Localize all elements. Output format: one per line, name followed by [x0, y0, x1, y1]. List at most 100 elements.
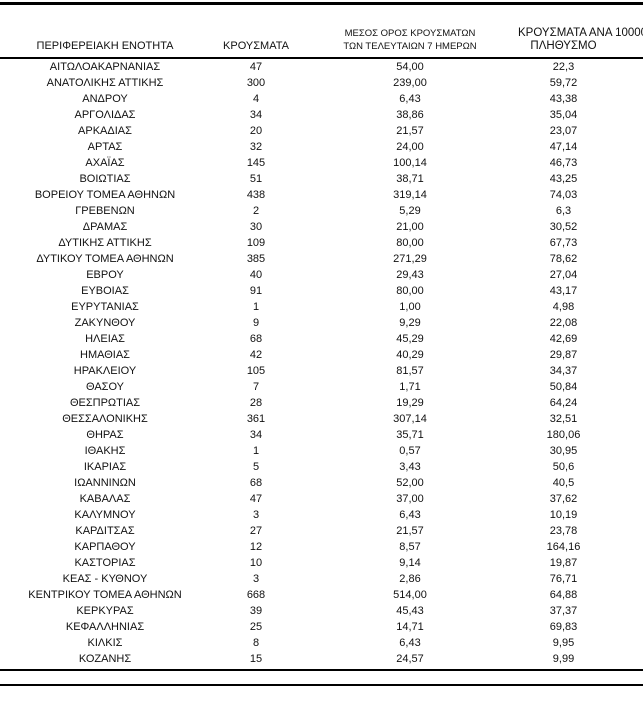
cases-cell: 668 — [246, 589, 266, 601]
region-cell: ΗΜΑΘΙΑΣ — [80, 349, 130, 361]
region-cell: ΑΙΤΩΛΟΑΚΑΡΝΑΝΙΑΣ — [49, 61, 161, 73]
column-header-avg-7-days-line2: ΤΩΝ ΤΕΛΕΥΤΑΙΩΝ 7 ΗΜΕΡΩΝ — [343, 40, 477, 52]
cases-cell: 109 — [246, 237, 266, 249]
per-100000-cell: 30,95 — [549, 445, 578, 457]
region-cell: ΔΡΑΜΑΣ — [82, 221, 128, 233]
region-cell: ΚΙΛΚΙΣ — [87, 637, 123, 649]
table-row: ΚΑΒΑΛΑΣ 47 37,00 37,62 — [0, 491, 643, 507]
region-cell: ΘΗΡΑΣ — [86, 429, 124, 441]
per-100000-cell: 50,6 — [552, 461, 575, 473]
cases-cell: 32 — [249, 141, 263, 153]
bottom-rule-2 — [0, 684, 643, 686]
region-cell: ΕΥΡΥΤΑΝΙΑΣ — [71, 301, 139, 313]
region-cell: ΔΥΤΙΚΟΥ ΤΟΜΕΑ ΑΘΗΝΩΝ — [36, 253, 174, 265]
column-header-cases-per-100000-line1: ΚΡΟΥΣΜΑΤΑ ΑΝΑ 100000 — [518, 27, 643, 39]
cases-cell: 385 — [246, 253, 266, 265]
per-100000-cell: 23,78 — [549, 525, 578, 537]
table-row: ΕΥΒΟΙΑΣ 91 80,00 43,17 — [0, 283, 643, 299]
table-row: ΕΥΡΥΤΑΝΙΑΣ 1 1,00 4,98 — [0, 299, 643, 315]
table-row: ΖΑΚΥΝΘΟΥ 9 9,29 22,08 — [0, 315, 643, 331]
region-cell: ΚΕΝΤΡΙΚΟΥ ΤΟΜΕΑ ΑΘΗΝΩΝ — [28, 589, 182, 601]
cases-cell: 3 — [252, 573, 260, 585]
region-cell: ΑΡΓΟΛΙΔΑΣ — [74, 109, 136, 121]
avg-7-days-cell: 45,29 — [396, 333, 424, 345]
table-row: ΚΟΖΑΝΗΣ 15 24,57 9,99 — [0, 651, 643, 667]
cases-cell: 34 — [249, 429, 263, 441]
avg-7-days-cell: 1,00 — [399, 301, 421, 313]
per-100000-cell: 10,19 — [549, 509, 578, 521]
cases-cell: 4 — [252, 93, 260, 105]
avg-7-days-cell: 80,00 — [396, 285, 424, 297]
per-100000-cell: 32,51 — [549, 413, 578, 425]
region-cell: ΒΟΡΕΙΟΥ ΤΟΜΕΑ ΑΘΗΝΩΝ — [34, 189, 176, 201]
avg-7-days-cell: 52,00 — [396, 477, 424, 489]
avg-7-days-cell: 271,29 — [393, 253, 427, 265]
region-cell: ΑΡΚΑΔΙΑΣ — [78, 125, 132, 137]
table-row: ΚΑΡΠΑΘΟΥ 12 8,57 164,16 — [0, 539, 643, 555]
region-cell: ΙΘΑΚΗΣ — [84, 445, 126, 457]
column-header-regional-unit: ΠΕΡΙΦΕΡΕΙΑΚΗ ΕΝΟΤΗΤΑ — [0, 40, 210, 56]
region-cell: ΚΑΛΥΜΝΟΥ — [74, 509, 136, 521]
cases-cell: 438 — [246, 189, 266, 201]
avg-7-days-cell: 100,14 — [393, 157, 427, 169]
table-row: ΔΥΤΙΚΟΥ ΤΟΜΕΑ ΑΘΗΝΩΝ 385 271,29 78,62 — [0, 251, 643, 267]
avg-7-days-cell: 35,71 — [396, 429, 424, 441]
per-100000-cell: 35,04 — [549, 109, 578, 121]
region-cell: ΚΕΑΣ - ΚΥΘΝΟΥ — [62, 573, 148, 585]
cases-cell: 25 — [249, 621, 263, 633]
region-cell: ΚΕΡΚΥΡΑΣ — [76, 605, 134, 617]
per-100000-cell: 50,84 — [549, 381, 578, 393]
region-cell: ΒΟΙΩΤΙΑΣ — [79, 173, 131, 185]
per-100000-cell: 22,08 — [549, 317, 578, 329]
table-row: ΘΑΣΟΥ 7 1,71 50,84 — [0, 379, 643, 395]
per-100000-cell: 76,71 — [549, 573, 578, 585]
cases-cell: 105 — [246, 365, 266, 377]
per-100000-cell: 64,24 — [549, 397, 578, 409]
per-100000-cell: 64,88 — [549, 589, 578, 601]
avg-7-days-cell: 45,43 — [396, 605, 424, 617]
avg-7-days-cell: 37,00 — [396, 493, 424, 505]
table-row: ΘΕΣΠΡΩΤΙΑΣ 28 19,29 64,24 — [0, 395, 643, 411]
avg-7-days-cell: 40,29 — [396, 349, 424, 361]
column-header-avg-7-days-line1: ΜΕΣΟΣ ΟΡΟΣ ΚΡΟΥΣΜΑΤΩΝ — [344, 28, 476, 39]
region-cell: ΗΛΕΙΑΣ — [85, 333, 125, 345]
table-row: ΚΑΛΥΜΝΟΥ 3 6,43 10,19 — [0, 507, 643, 523]
region-cell: ΙΚΑΡΙΑΣ — [83, 461, 127, 473]
per-100000-cell: 43,25 — [549, 173, 578, 185]
cases-cell: 145 — [246, 157, 266, 169]
avg-7-days-cell: 21,00 — [396, 221, 424, 233]
per-100000-cell: 37,62 — [549, 493, 578, 505]
column-header-avg-7-days: ΜΕΣΟΣ ΟΡΟΣ ΚΡΟΥΣΜΑΤΩΝ ΤΩΝ ΤΕΛΕΥΤΑΙΩΝ 7 Η… — [302, 28, 518, 56]
per-100000-cell: 180,06 — [546, 429, 581, 441]
table-row: ΙΚΑΡΙΑΣ 5 3,43 50,6 — [0, 459, 643, 475]
region-cell: ΑΧΑΪΑΣ — [85, 157, 125, 169]
per-100000-cell: 43,38 — [549, 93, 578, 105]
cases-cell: 7 — [252, 381, 260, 393]
region-cell: ΙΩΑΝΝΙΝΩΝ — [74, 477, 136, 489]
avg-7-days-cell: 19,29 — [396, 397, 424, 409]
cases-cell: 5 — [252, 461, 260, 473]
cases-cell: 9 — [252, 317, 260, 329]
cases-cell: 34 — [249, 109, 263, 121]
header-rule — [0, 57, 643, 59]
table-row: ΑΙΤΩΛΟΑΚΑΡΝΑΝΙΑΣ 47 54,00 22,3 — [0, 59, 643, 75]
avg-7-days-cell: 21,57 — [396, 525, 424, 537]
table-row: ΑΡΤΑΣ 32 24,00 47,14 — [0, 139, 643, 155]
table-row: ΔΥΤΙΚΗΣ ΑΤΤΙΚΗΣ 109 80,00 67,73 — [0, 235, 643, 251]
region-cell: ΗΡΑΚΛΕΙΟΥ — [73, 365, 137, 377]
cases-cell: 30 — [249, 221, 263, 233]
avg-7-days-cell: 81,57 — [396, 365, 424, 377]
per-100000-cell: 9,95 — [552, 637, 575, 649]
cases-cell: 42 — [249, 349, 263, 361]
region-cell: ΑΝΔΡΟΥ — [82, 93, 128, 105]
per-100000-cell: 27,04 — [549, 269, 578, 281]
bottom-rule-1 — [0, 669, 643, 671]
per-100000-cell: 74,03 — [549, 189, 578, 201]
avg-7-days-cell: 307,14 — [393, 413, 427, 425]
per-100000-cell: 23,07 — [549, 125, 578, 137]
cases-cell: 8 — [252, 637, 260, 649]
avg-7-days-cell: 24,00 — [396, 141, 424, 153]
region-cell: ΑΡΤΑΣ — [87, 141, 123, 153]
avg-7-days-cell: 514,00 — [393, 589, 427, 601]
